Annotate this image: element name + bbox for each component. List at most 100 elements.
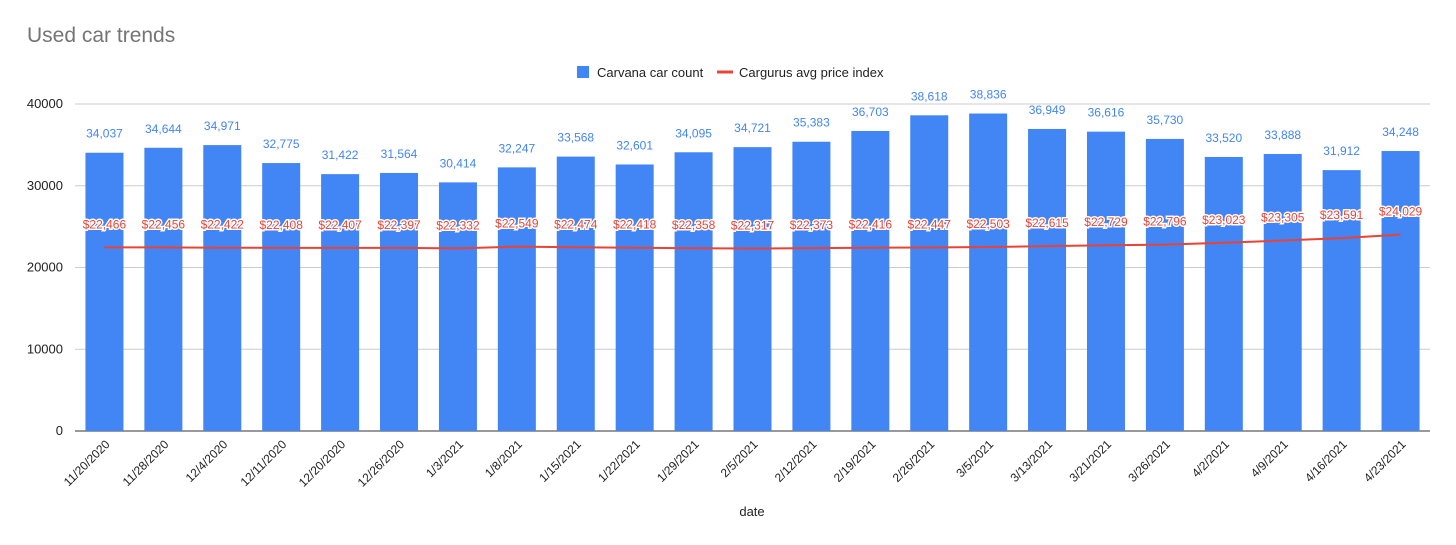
x-tick-label: 4/16/2021 bbox=[1302, 437, 1350, 485]
line-data-label: $22,332 bbox=[436, 218, 480, 232]
x-tick-label: 1/3/2021 bbox=[423, 437, 466, 480]
x-tick-label: 11/28/2020 bbox=[120, 437, 172, 489]
y-tick-label: 0 bbox=[56, 423, 63, 438]
bar bbox=[380, 172, 419, 431]
line-data-label: $24,029 bbox=[1379, 205, 1423, 219]
bar-data-label: 35,730 bbox=[1147, 113, 1184, 127]
bar bbox=[497, 167, 536, 431]
bar-data-label: 33,568 bbox=[557, 131, 594, 145]
x-tick-label: 3/26/2021 bbox=[1125, 437, 1173, 485]
bar-data-label: 38,618 bbox=[911, 89, 948, 103]
x-tick-label: 2/12/2021 bbox=[772, 437, 820, 485]
legend-swatch-bar bbox=[577, 66, 589, 78]
bar bbox=[203, 145, 242, 432]
bar bbox=[144, 147, 183, 432]
bar bbox=[1381, 151, 1420, 432]
chart-title: Used car trends bbox=[27, 24, 176, 47]
x-axis-title: date bbox=[739, 504, 764, 519]
bar-data-label: 31,564 bbox=[381, 147, 418, 161]
x-tick-label: 1/22/2021 bbox=[595, 437, 643, 485]
x-tick-label: 12/11/2020 bbox=[238, 437, 290, 489]
bar bbox=[438, 182, 477, 431]
bar bbox=[1028, 128, 1067, 431]
line-data-label: $22,317 bbox=[731, 219, 775, 233]
legend-item-cargurus[interactable]: Cargurus avg price index bbox=[717, 65, 884, 80]
line-data-label: $22,397 bbox=[377, 218, 421, 232]
line-data-label: $23,305 bbox=[1261, 210, 1305, 224]
line-data-label: $22,549 bbox=[495, 217, 539, 231]
x-tick-label: 11/20/2020 bbox=[61, 437, 113, 489]
x-tick-label: 4/23/2021 bbox=[1361, 437, 1409, 485]
bar-data-label: 34,037 bbox=[86, 127, 123, 141]
line-data-label: $22,474 bbox=[554, 217, 598, 231]
bar bbox=[1145, 138, 1184, 431]
bar-data-label: 38,836 bbox=[970, 88, 1007, 102]
line-data-label: $22,466 bbox=[83, 217, 127, 231]
bar bbox=[1322, 170, 1361, 432]
y-tick-label: 40000 bbox=[27, 96, 63, 111]
x-tick-label: 3/13/2021 bbox=[1008, 437, 1056, 485]
x-tick-label: 12/26/2020 bbox=[355, 437, 408, 490]
x-tick-label: 3/21/2021 bbox=[1066, 437, 1114, 485]
bar bbox=[262, 163, 301, 431]
line-data-label: $22,503 bbox=[966, 217, 1010, 231]
bar bbox=[1086, 131, 1125, 432]
bar bbox=[85, 152, 124, 431]
bar bbox=[969, 113, 1008, 432]
line-data-label: $22,407 bbox=[318, 218, 362, 232]
bar-data-label: 32,775 bbox=[263, 137, 300, 151]
bar bbox=[792, 141, 831, 432]
x-tick-label: 4/2/2021 bbox=[1189, 437, 1232, 480]
x-tick-label: 12/4/2020 bbox=[183, 437, 231, 485]
legend-label: Cargurus avg price index bbox=[739, 65, 884, 80]
bar bbox=[1263, 153, 1302, 431]
line-data-label: $22,373 bbox=[790, 218, 834, 232]
x-tick-label: 2/5/2021 bbox=[718, 437, 761, 480]
line-data-label: $23,023 bbox=[1202, 213, 1246, 227]
bar-data-label: 36,616 bbox=[1088, 106, 1125, 120]
y-tick-label: 20000 bbox=[27, 260, 63, 275]
legend-item-carvana[interactable]: Carvana car count bbox=[577, 65, 704, 80]
line-data-label: $22,358 bbox=[672, 218, 716, 232]
line-data-labels: $22,466 $22,456 $22,422 $22,408 $22,407 $22,3… bbox=[81, 203, 1424, 234]
bar bbox=[674, 152, 713, 431]
bar-data-labels: 34,037 34,644 34,971 32,775 31,422 31,564 30,4… bbox=[86, 88, 1419, 171]
bar-data-label: 31,422 bbox=[322, 148, 359, 162]
bar-data-label: 30,414 bbox=[440, 156, 477, 170]
bar-data-label: 33,888 bbox=[1264, 128, 1301, 142]
line-data-label: $22,418 bbox=[613, 218, 657, 232]
bar-data-label: 34,971 bbox=[204, 119, 241, 133]
x-tick-label: 3/5/2021 bbox=[953, 437, 996, 480]
bar-data-label: 34,095 bbox=[675, 126, 712, 140]
bar-data-label: 34,644 bbox=[145, 122, 182, 136]
line-data-label: $22,447 bbox=[908, 217, 952, 231]
bar-data-label: 32,601 bbox=[616, 138, 653, 152]
x-tick-label: 1/29/2021 bbox=[654, 437, 702, 485]
bar bbox=[556, 156, 595, 431]
bar bbox=[910, 115, 949, 431]
bar bbox=[851, 130, 890, 431]
y-tick-label: 10000 bbox=[27, 341, 63, 356]
price-index-line bbox=[104, 233, 1401, 250]
bar-data-label: 33,520 bbox=[1205, 131, 1242, 145]
bar-data-label: 36,703 bbox=[852, 105, 889, 119]
line-data-label: $22,422 bbox=[201, 218, 245, 232]
line-data-label: $22,456 bbox=[142, 217, 186, 231]
bar-data-label: 36,949 bbox=[1029, 103, 1066, 117]
line-series bbox=[104, 233, 1401, 250]
x-tick-label: 2/19/2021 bbox=[831, 437, 879, 485]
legend[interactable]: Carvana car count Cargurus avg price inde… bbox=[577, 65, 884, 80]
line-data-label: $22,796 bbox=[1143, 215, 1187, 229]
x-tick-label: 12/20/2020 bbox=[296, 437, 349, 490]
x-tick-label: 4/9/2021 bbox=[1248, 437, 1291, 480]
bar-data-label: 34,721 bbox=[734, 121, 771, 135]
bar-data-label: 32,247 bbox=[498, 141, 535, 155]
bar bbox=[321, 174, 360, 431]
x-tick-label: 1/8/2021 bbox=[482, 437, 525, 480]
bar bbox=[615, 164, 654, 432]
y-tick-label: 30000 bbox=[27, 178, 63, 193]
line-data-label: $22,408 bbox=[260, 218, 304, 232]
bar bbox=[1204, 156, 1243, 431]
bar-data-label: 34,248 bbox=[1382, 125, 1419, 139]
